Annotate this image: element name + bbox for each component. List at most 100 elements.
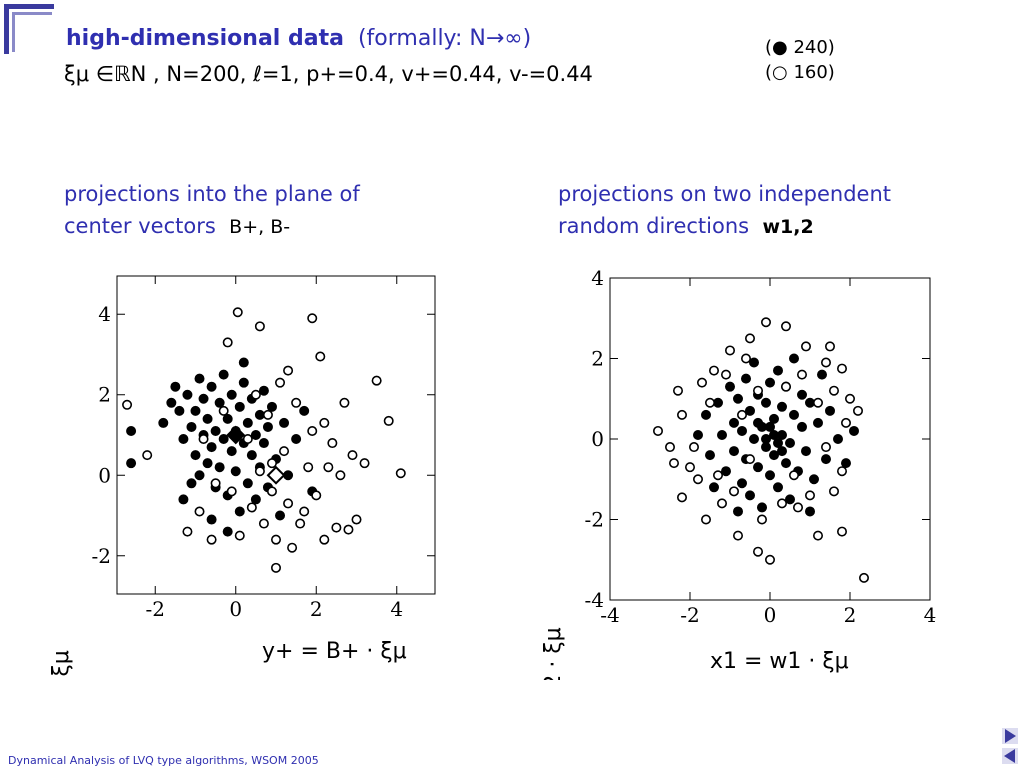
- data-point-filled: [761, 434, 772, 445]
- data-point-open: [359, 458, 370, 469]
- data-point-open: [311, 490, 322, 501]
- data-point-open: [828, 486, 839, 497]
- data-point-open: [844, 393, 855, 404]
- data-point-open: [709, 365, 720, 376]
- data-point-filled: [776, 401, 787, 412]
- legend-counts: (● 240) (○ 160): [765, 35, 835, 85]
- data-point-filled: [190, 450, 201, 461]
- data-point-open: [122, 399, 133, 410]
- data-point-filled: [832, 434, 843, 445]
- data-point-open: [677, 492, 688, 503]
- data-point-filled: [186, 478, 197, 489]
- data-point-filled: [776, 446, 787, 457]
- data-point-filled: [210, 425, 221, 436]
- data-point-open: [852, 405, 863, 416]
- y-tick-label: 0: [591, 427, 604, 451]
- data-point-filled: [693, 429, 704, 440]
- data-point-filled: [226, 389, 237, 400]
- data-point-open: [283, 498, 294, 509]
- xlabel-right: x1 = w1 · ξμ: [710, 649, 849, 674]
- title-bold: high-dimensional data: [66, 26, 344, 51]
- data-point-open: [788, 470, 799, 481]
- data-point-filled: [780, 458, 791, 469]
- data-point-filled: [733, 506, 744, 517]
- data-point-open: [383, 415, 394, 426]
- data-point-open: [279, 446, 290, 457]
- data-point-filled: [848, 425, 859, 436]
- data-point-open: [741, 353, 752, 364]
- data-point-filled: [804, 397, 815, 408]
- data-point-filled: [222, 413, 233, 424]
- data-point-filled: [206, 381, 217, 392]
- data-point-open: [299, 506, 310, 517]
- prev-slide-button[interactable]: [1002, 748, 1018, 764]
- back-icon: [1004, 749, 1015, 763]
- y-tick-label: -4: [585, 588, 604, 612]
- x-tick-label: 0: [764, 603, 777, 627]
- title-rest: (formally: N→∞): [357, 26, 532, 51]
- data-point-open: [693, 474, 704, 485]
- data-point-filled: [202, 413, 213, 424]
- data-point-filled: [769, 450, 780, 461]
- data-point-filled: [769, 413, 780, 424]
- data-point-open: [689, 442, 700, 453]
- data-point-open: [242, 434, 253, 445]
- data-point-filled: [178, 494, 189, 505]
- caption-right-line2: random directions: [558, 214, 750, 238]
- data-point-open: [753, 385, 764, 396]
- data-point-open: [780, 381, 791, 392]
- data-point-filled: [258, 438, 269, 449]
- data-point-open: [792, 502, 803, 513]
- data-point-filled: [765, 421, 776, 432]
- data-point-filled: [784, 494, 795, 505]
- ylabel-right: x2 = w2 · ξμ: [541, 627, 566, 680]
- data-point-open: [194, 506, 205, 517]
- data-point-open: [307, 313, 318, 324]
- data-point-filled: [266, 401, 277, 412]
- data-point-filled: [749, 357, 760, 368]
- data-point-open: [717, 498, 728, 509]
- data-point-filled: [254, 409, 265, 420]
- data-point-open: [303, 462, 314, 473]
- data-point-open: [319, 417, 330, 428]
- data-point-filled: [788, 353, 799, 364]
- data-point-filled: [214, 397, 225, 408]
- next-slide-button[interactable]: [1002, 728, 1018, 744]
- data-point-filled: [769, 429, 780, 440]
- data-point-open: [804, 490, 815, 501]
- data-point-filled: [808, 474, 819, 485]
- data-point-filled: [198, 393, 209, 404]
- x-tick-label: 2: [310, 597, 323, 621]
- data-point-open: [323, 462, 334, 473]
- caption-right-math: w1,2: [762, 216, 814, 238]
- data-point-filled: [234, 401, 245, 412]
- legend-filled: (● 240): [765, 37, 835, 58]
- data-point-open: [669, 458, 680, 469]
- center-vector-marker: [266, 465, 286, 485]
- chart-left-group: -2 0 2 4 -2 0 2 4: [92, 275, 436, 621]
- data-point-filled: [776, 429, 787, 440]
- data-point-open: [271, 534, 282, 545]
- slide-title: high-dimensional data (formally: N→∞): [66, 26, 531, 51]
- data-point-open: [198, 434, 209, 445]
- data-point-filled: [721, 466, 732, 477]
- data-point-filled: [729, 417, 740, 428]
- data-point-filled: [218, 369, 229, 380]
- x-tick-label: 4: [390, 597, 403, 621]
- data-point-open: [733, 530, 744, 541]
- y-tick-label: -2: [585, 508, 604, 532]
- data-point-filled: [262, 421, 273, 432]
- data-point-open: [713, 470, 724, 481]
- data-point-open: [745, 454, 756, 465]
- data-point-open: [307, 425, 318, 436]
- data-point-filled: [258, 385, 269, 396]
- data-point-filled: [761, 397, 772, 408]
- data-point-open: [395, 468, 406, 479]
- data-point-open: [254, 466, 265, 477]
- data-point-filled: [238, 377, 249, 388]
- data-point-open: [347, 450, 358, 461]
- data-point-filled: [725, 381, 736, 392]
- data-point-filled: [701, 409, 712, 420]
- data-point-open: [283, 365, 294, 376]
- y-tick-label: -2: [92, 544, 111, 568]
